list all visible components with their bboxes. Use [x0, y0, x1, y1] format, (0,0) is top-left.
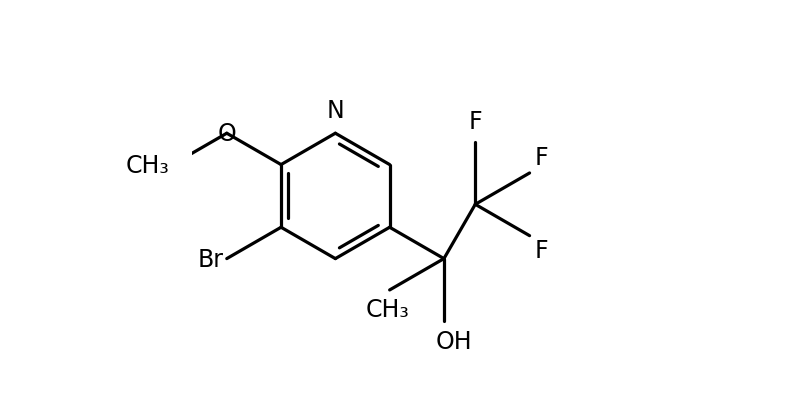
Text: CH₃: CH₃: [366, 297, 410, 321]
Text: Br: Br: [198, 247, 224, 271]
Text: N: N: [326, 99, 344, 123]
Text: O: O: [217, 122, 236, 146]
Text: F: F: [534, 238, 548, 262]
Text: OH: OH: [436, 329, 472, 353]
Text: CH₃: CH₃: [125, 153, 169, 177]
Text: F: F: [469, 110, 482, 133]
Text: F: F: [534, 146, 548, 169]
